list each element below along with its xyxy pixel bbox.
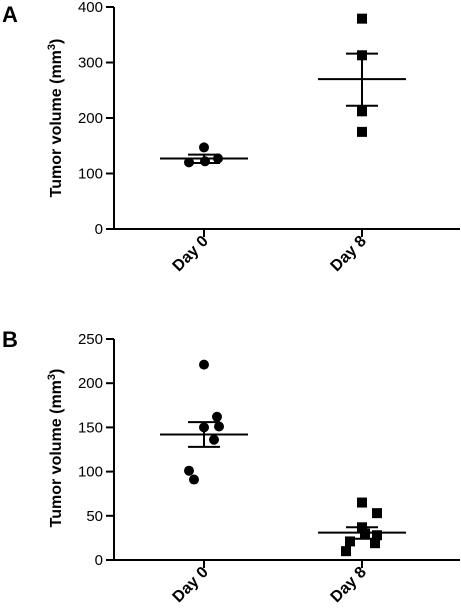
data-point-square: [357, 13, 367, 24]
y-tick-label: 100: [78, 166, 103, 183]
panel-b-plot: 0 50 100 150 200 250 Day 0 Day 8: [78, 331, 460, 606]
x-tick-label: Day 0: [170, 233, 212, 275]
panel-a-plot: 0 100 200 300 400 Day 0 Day 8: [78, 0, 460, 275]
y-tick-label: 250: [78, 331, 103, 348]
data-point-circle: [209, 434, 219, 445]
panel-a-label: A: [2, 2, 18, 27]
x-tick-label: Day 0: [170, 564, 212, 606]
data-point-square: [345, 536, 355, 547]
data-point-square: [357, 126, 367, 137]
data-point-circle: [214, 421, 224, 432]
y-tick-label: 0: [95, 221, 103, 238]
y-tick-label: 0: [95, 552, 103, 569]
data-point-square: [357, 106, 367, 117]
x-tick-label: Day 8: [328, 564, 370, 606]
data-point-square: [372, 530, 382, 541]
y-tick-label: 300: [78, 55, 103, 72]
data-point-circle: [184, 465, 194, 476]
panel-b: B Tumor volume (mm3) 0 50 100 150 200 250 Day …: [2, 327, 460, 606]
panel-a-y-axis-title: Tumor volume (mm3): [46, 39, 65, 198]
data-point-circle: [199, 359, 209, 370]
data-point-square: [357, 497, 367, 508]
panel-b-y-axis-title: Tumor volume (mm3): [46, 369, 65, 528]
y-tick-label: 100: [78, 464, 103, 481]
y-tick-label: 200: [78, 375, 103, 392]
y-tick-label: 400: [78, 0, 103, 16]
y-tick-label: 50: [86, 508, 103, 525]
data-point-square: [341, 546, 351, 557]
data-point-circle: [199, 142, 209, 153]
x-tick-label: Day 8: [328, 233, 370, 275]
data-point-square: [372, 508, 382, 519]
panel-b-label: B: [2, 327, 18, 352]
y-tick-label: 150: [78, 419, 103, 436]
data-point-circle: [212, 411, 222, 422]
panel-a: A Tumor volume (mm3) 0 100 200 300 400 Day 0 D…: [2, 0, 460, 275]
y-tick-label: 200: [78, 110, 103, 127]
data-point-circle: [189, 474, 199, 485]
data-point-square: [370, 538, 380, 549]
